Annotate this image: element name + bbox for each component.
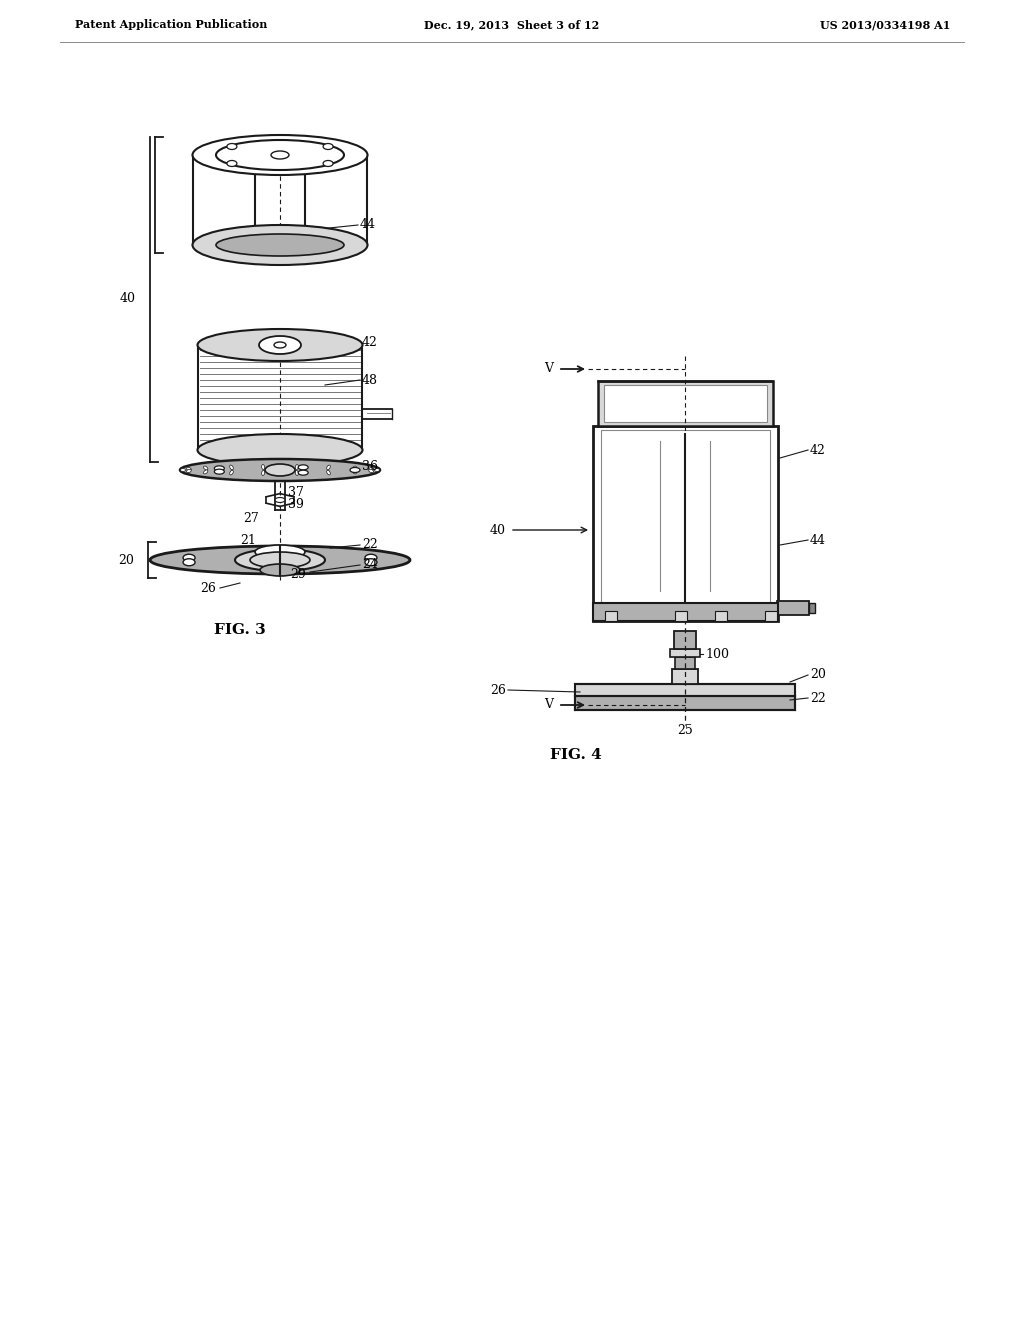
Bar bbox=[670, 649, 700, 657]
Bar bbox=[593, 603, 778, 620]
Ellipse shape bbox=[214, 469, 224, 474]
Bar bbox=[601, 430, 770, 616]
Bar bbox=[575, 684, 795, 696]
Ellipse shape bbox=[275, 498, 285, 503]
Bar bbox=[598, 381, 773, 426]
Ellipse shape bbox=[227, 161, 237, 166]
Text: 40: 40 bbox=[120, 292, 136, 305]
Bar bbox=[765, 611, 777, 620]
Text: 29: 29 bbox=[290, 569, 306, 582]
Text: US 2013/0334198 A1: US 2013/0334198 A1 bbox=[819, 20, 950, 30]
Bar bbox=[675, 657, 695, 669]
Bar bbox=[605, 611, 617, 620]
Ellipse shape bbox=[324, 161, 333, 166]
Ellipse shape bbox=[227, 144, 237, 149]
Ellipse shape bbox=[265, 465, 295, 477]
Text: 24: 24 bbox=[362, 558, 378, 572]
Text: 20: 20 bbox=[810, 668, 826, 681]
Ellipse shape bbox=[193, 135, 368, 176]
Ellipse shape bbox=[352, 466, 356, 470]
Bar bbox=[198, 345, 362, 450]
Ellipse shape bbox=[324, 144, 333, 149]
Ellipse shape bbox=[295, 470, 298, 475]
Ellipse shape bbox=[186, 470, 191, 473]
Text: 44: 44 bbox=[360, 219, 376, 231]
Ellipse shape bbox=[261, 470, 264, 475]
Ellipse shape bbox=[180, 459, 380, 480]
Ellipse shape bbox=[274, 561, 286, 568]
Bar bbox=[675, 611, 687, 620]
Text: 37: 37 bbox=[288, 486, 304, 499]
Ellipse shape bbox=[198, 329, 362, 360]
Ellipse shape bbox=[350, 467, 360, 473]
Ellipse shape bbox=[375, 469, 380, 471]
Ellipse shape bbox=[271, 150, 289, 158]
Ellipse shape bbox=[198, 434, 362, 466]
Bar bbox=[715, 611, 727, 620]
Text: 26: 26 bbox=[490, 684, 506, 697]
Text: 22: 22 bbox=[362, 539, 378, 552]
Bar bbox=[193, 154, 368, 246]
Text: 20: 20 bbox=[118, 553, 134, 566]
Text: 25: 25 bbox=[677, 723, 693, 737]
Ellipse shape bbox=[216, 234, 344, 256]
Text: 40: 40 bbox=[490, 524, 506, 536]
Ellipse shape bbox=[214, 466, 224, 471]
Ellipse shape bbox=[274, 552, 286, 558]
Ellipse shape bbox=[365, 558, 377, 566]
Ellipse shape bbox=[180, 469, 185, 471]
Text: 22: 22 bbox=[810, 692, 825, 705]
Ellipse shape bbox=[365, 554, 377, 561]
Text: V: V bbox=[544, 698, 553, 711]
Text: Dec. 19, 2013  Sheet 3 of 12: Dec. 19, 2013 Sheet 3 of 12 bbox=[424, 20, 600, 30]
Ellipse shape bbox=[298, 470, 308, 475]
Ellipse shape bbox=[183, 558, 195, 566]
Bar bbox=[575, 690, 795, 710]
Ellipse shape bbox=[327, 465, 331, 470]
Ellipse shape bbox=[352, 470, 356, 474]
Ellipse shape bbox=[327, 470, 331, 475]
Ellipse shape bbox=[260, 564, 300, 576]
Ellipse shape bbox=[259, 337, 301, 354]
Ellipse shape bbox=[369, 470, 374, 473]
Text: FIG. 3: FIG. 3 bbox=[214, 623, 266, 638]
Ellipse shape bbox=[229, 470, 233, 475]
Ellipse shape bbox=[229, 465, 233, 470]
Ellipse shape bbox=[369, 467, 374, 471]
Text: 27: 27 bbox=[243, 511, 259, 524]
Ellipse shape bbox=[186, 467, 191, 471]
Ellipse shape bbox=[250, 552, 310, 568]
Ellipse shape bbox=[234, 549, 325, 572]
Text: 42: 42 bbox=[362, 335, 378, 348]
Ellipse shape bbox=[204, 466, 208, 470]
Bar bbox=[672, 669, 698, 684]
Ellipse shape bbox=[183, 554, 195, 561]
Ellipse shape bbox=[193, 224, 368, 265]
Text: FIG. 4: FIG. 4 bbox=[550, 748, 602, 762]
Bar bbox=[593, 426, 778, 620]
Text: Patent Application Publication: Patent Application Publication bbox=[75, 20, 267, 30]
Text: 36: 36 bbox=[362, 461, 378, 474]
Text: 48: 48 bbox=[362, 374, 378, 387]
Text: 42: 42 bbox=[810, 444, 826, 457]
Ellipse shape bbox=[204, 470, 208, 474]
Bar bbox=[777, 601, 809, 615]
Ellipse shape bbox=[274, 342, 286, 348]
Ellipse shape bbox=[261, 465, 264, 470]
Text: 100: 100 bbox=[705, 648, 729, 660]
Text: 21: 21 bbox=[240, 533, 256, 546]
Text: 44: 44 bbox=[810, 533, 826, 546]
Ellipse shape bbox=[298, 465, 308, 470]
Bar bbox=[604, 385, 767, 422]
Text: 39: 39 bbox=[288, 499, 304, 511]
Ellipse shape bbox=[150, 546, 410, 574]
Text: 26: 26 bbox=[200, 582, 216, 594]
Bar bbox=[809, 603, 815, 612]
Ellipse shape bbox=[216, 140, 344, 170]
Bar bbox=[674, 631, 696, 649]
Ellipse shape bbox=[255, 545, 305, 558]
Ellipse shape bbox=[295, 465, 298, 470]
Text: V: V bbox=[544, 363, 553, 375]
